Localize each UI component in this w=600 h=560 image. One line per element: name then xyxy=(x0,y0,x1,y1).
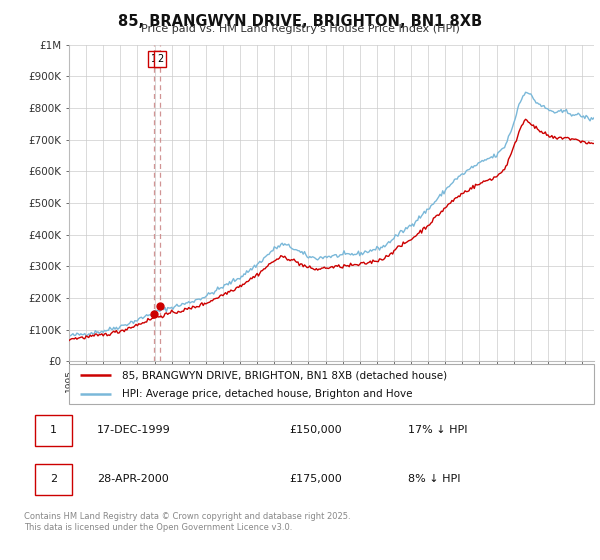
Text: 85, BRANGWYN DRIVE, BRIGHTON, BN1 8XB (detached house): 85, BRANGWYN DRIVE, BRIGHTON, BN1 8XB (d… xyxy=(121,370,446,380)
Text: Price paid vs. HM Land Registry's House Price Index (HPI): Price paid vs. HM Land Registry's House … xyxy=(140,24,460,34)
Text: 1: 1 xyxy=(50,426,57,435)
Text: 17-DEC-1999: 17-DEC-1999 xyxy=(97,426,171,435)
Text: 1: 1 xyxy=(151,54,157,64)
Text: 17% ↓ HPI: 17% ↓ HPI xyxy=(407,426,467,435)
Text: 8% ↓ HPI: 8% ↓ HPI xyxy=(407,474,460,484)
Text: £150,000: £150,000 xyxy=(289,426,342,435)
Text: HPI: Average price, detached house, Brighton and Hove: HPI: Average price, detached house, Brig… xyxy=(121,389,412,399)
Text: 85, BRANGWYN DRIVE, BRIGHTON, BN1 8XB: 85, BRANGWYN DRIVE, BRIGHTON, BN1 8XB xyxy=(118,14,482,29)
Text: Contains HM Land Registry data © Crown copyright and database right 2025.
This d: Contains HM Land Registry data © Crown c… xyxy=(24,512,350,532)
Text: 2: 2 xyxy=(157,54,163,64)
Bar xyxy=(35,464,72,495)
Text: £175,000: £175,000 xyxy=(289,474,342,484)
Text: 2: 2 xyxy=(50,474,57,484)
Bar xyxy=(35,414,72,446)
Text: 28-APR-2000: 28-APR-2000 xyxy=(97,474,169,484)
